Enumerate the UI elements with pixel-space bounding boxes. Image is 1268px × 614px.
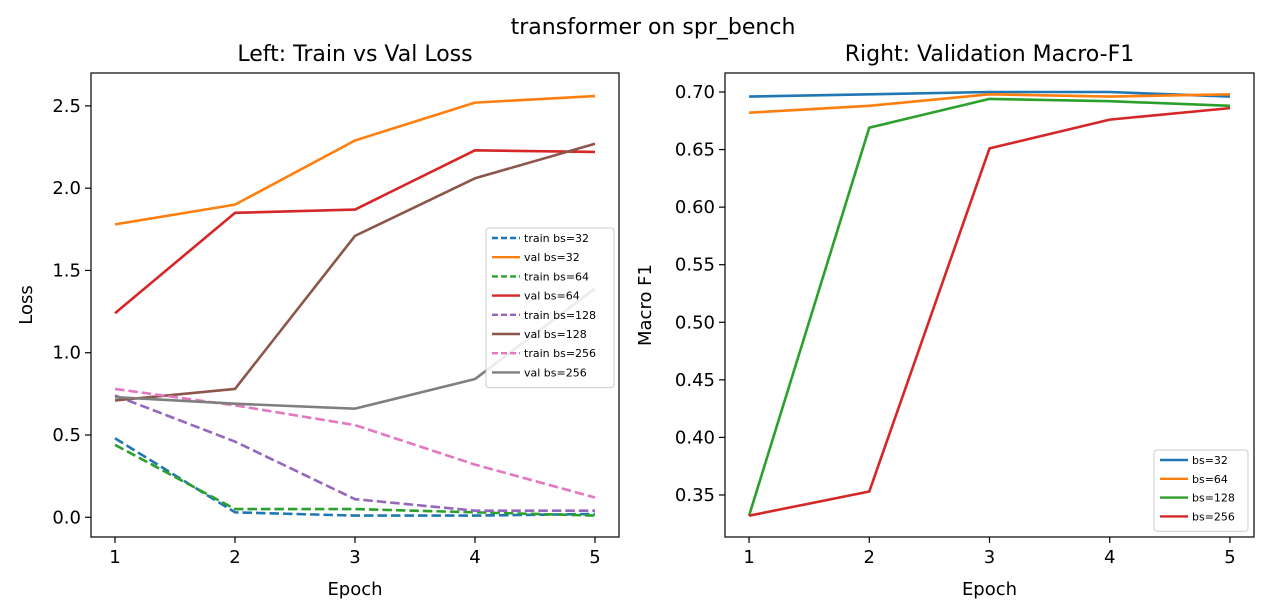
- legend-label: train bs=128: [524, 309, 596, 322]
- legend-box: [485, 227, 615, 389]
- y-tick-label: 0.65: [675, 140, 715, 161]
- left-panel-loss: Left: Train vs Val Loss 1 2 3 4 5 0.0 0.5 1.0 1.5…: [16, 42, 620, 600]
- series-line-val-bs-64: [114, 149, 596, 315]
- series-line-bs-128: [747, 97, 1230, 517]
- x-tick-label: 4: [469, 547, 480, 568]
- series-line-train-bs-256: [114, 387, 596, 499]
- legend-label: train bs=256: [524, 347, 596, 360]
- series-line-val-bs-32: [114, 94, 596, 226]
- y-tick-label: 0.5: [52, 425, 81, 446]
- series-line-val-bs-128: [114, 142, 596, 402]
- y-tick-label: 1.0: [52, 343, 81, 364]
- legend: bs=32 bs=64 bs=128 bs=256: [1153, 449, 1249, 532]
- legend-label: val bs=32: [524, 251, 580, 264]
- y-tick-label: 0.55: [675, 255, 715, 276]
- legend-label: bs=128: [1192, 492, 1235, 505]
- figure-title: transformer on spr_bench: [511, 15, 796, 40]
- x-axis-label: Epoch: [327, 579, 382, 600]
- y-tick-label: 0.0: [52, 507, 81, 528]
- x-tick-label: 3: [349, 547, 360, 568]
- legend: train bs=32 val bs=32 train bs=64 val bs=64…: [485, 227, 615, 389]
- panel-title: Left: Train vs Val Loss: [237, 42, 472, 67]
- legend-label: val bs=64: [524, 290, 580, 303]
- x-tick-label: 2: [229, 547, 240, 568]
- x-tick-label: 5: [589, 547, 600, 568]
- y-tick-label: 0.35: [675, 485, 715, 506]
- x-tick-label: 1: [109, 547, 120, 568]
- y-tick-label: 1.5: [52, 260, 81, 281]
- legend-box: [1153, 449, 1249, 532]
- x-tick-label: 2: [864, 547, 875, 568]
- right-panel-macro-f1: Right: Validation Macro-F1 1 2 3 4 5 0.35 0.40 0…: [635, 42, 1255, 600]
- y-axis-label: Loss: [16, 285, 37, 324]
- legend-label: train bs=32: [524, 232, 589, 245]
- legend-label: train bs=64: [524, 270, 589, 283]
- y-axis-label: Macro F1: [635, 264, 656, 346]
- legend-label: bs=256: [1192, 510, 1235, 523]
- y-tick-label: 0.70: [675, 82, 715, 103]
- series-line-bs-256: [748, 106, 1231, 517]
- legend-label: bs=32: [1192, 454, 1228, 467]
- y-tick-label: 0.60: [675, 197, 715, 218]
- x-tick-label: 5: [1224, 547, 1235, 568]
- legend-label: bs=64: [1192, 473, 1228, 486]
- series-line-bs-32: [749, 90, 1230, 98]
- x-tick-label: 1: [743, 547, 754, 568]
- panel-title: Right: Validation Macro-F1: [845, 42, 1135, 67]
- series-line-train-bs-64: [114, 443, 596, 517]
- legend-label: val bs=128: [524, 328, 587, 341]
- series-lines: [747, 90, 1231, 517]
- y-tick-label: 0.50: [675, 312, 715, 333]
- series-line-train-bs-32: [114, 437, 596, 517]
- x-tick-label: 4: [1104, 547, 1115, 568]
- series-line-bs-64: [748, 93, 1230, 115]
- y-tick-label: 0.40: [675, 427, 715, 448]
- series-lines: [114, 94, 596, 517]
- y-tick-label: 2.5: [52, 96, 81, 117]
- x-tick-label: 3: [984, 547, 995, 568]
- x-axis-label: Epoch: [962, 579, 1017, 600]
- legend-label: val bs=256: [524, 366, 587, 379]
- y-tick-label: 0.45: [675, 370, 715, 391]
- y-tick-label: 2.0: [52, 178, 81, 199]
- series-line-train-bs-128: [114, 394, 595, 512]
